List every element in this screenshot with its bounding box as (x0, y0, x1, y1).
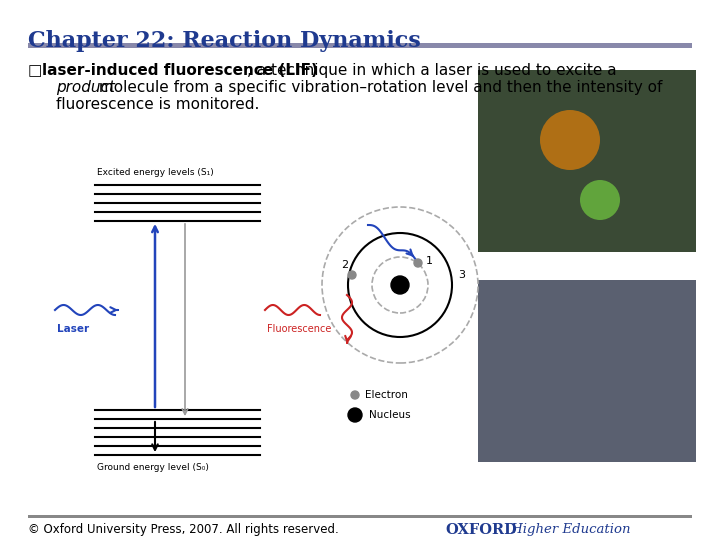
Text: Higher Education: Higher Education (507, 523, 631, 536)
Text: laser-induced fluorescence (LIF): laser-induced fluorescence (LIF) (42, 63, 318, 78)
Circle shape (348, 271, 356, 279)
Bar (478, 280, 696, 462)
Text: Ground energy level (S₀): Ground energy level (S₀) (97, 463, 209, 472)
Text: , a technique in which a laser is used to excite a: , a technique in which a laser is used t… (247, 63, 616, 78)
Circle shape (391, 276, 409, 294)
Circle shape (540, 110, 600, 170)
Text: 3: 3 (458, 270, 465, 280)
Bar (28, 43, 692, 48)
Bar (478, 70, 696, 252)
Text: Chapter 22: Reaction Dynamics: Chapter 22: Reaction Dynamics (28, 30, 420, 52)
Circle shape (414, 259, 422, 267)
Text: Fluorescence: Fluorescence (267, 324, 331, 334)
Bar (478, 70, 696, 252)
Circle shape (580, 180, 620, 220)
Text: 1: 1 (426, 256, 433, 266)
Text: Excited energy levels (S₁): Excited energy levels (S₁) (97, 168, 214, 177)
Text: molecule from a specific vibration–rotation level and then the intensity of: molecule from a specific vibration–rotat… (94, 80, 662, 95)
Text: OXFORD: OXFORD (445, 523, 517, 537)
Text: 2: 2 (341, 260, 348, 270)
Circle shape (348, 408, 362, 422)
Text: Laser: Laser (57, 324, 89, 334)
Bar (28, 515, 692, 518)
Text: □: □ (28, 63, 42, 78)
Text: Electron: Electron (365, 390, 408, 400)
Text: © Oxford University Press, 2007. All rights reserved.: © Oxford University Press, 2007. All rig… (28, 523, 338, 536)
Text: fluorescence is monitored.: fluorescence is monitored. (56, 97, 259, 112)
Text: product: product (56, 80, 115, 95)
Bar (478, 280, 696, 462)
Circle shape (351, 391, 359, 399)
Text: Nucleus: Nucleus (369, 410, 410, 420)
